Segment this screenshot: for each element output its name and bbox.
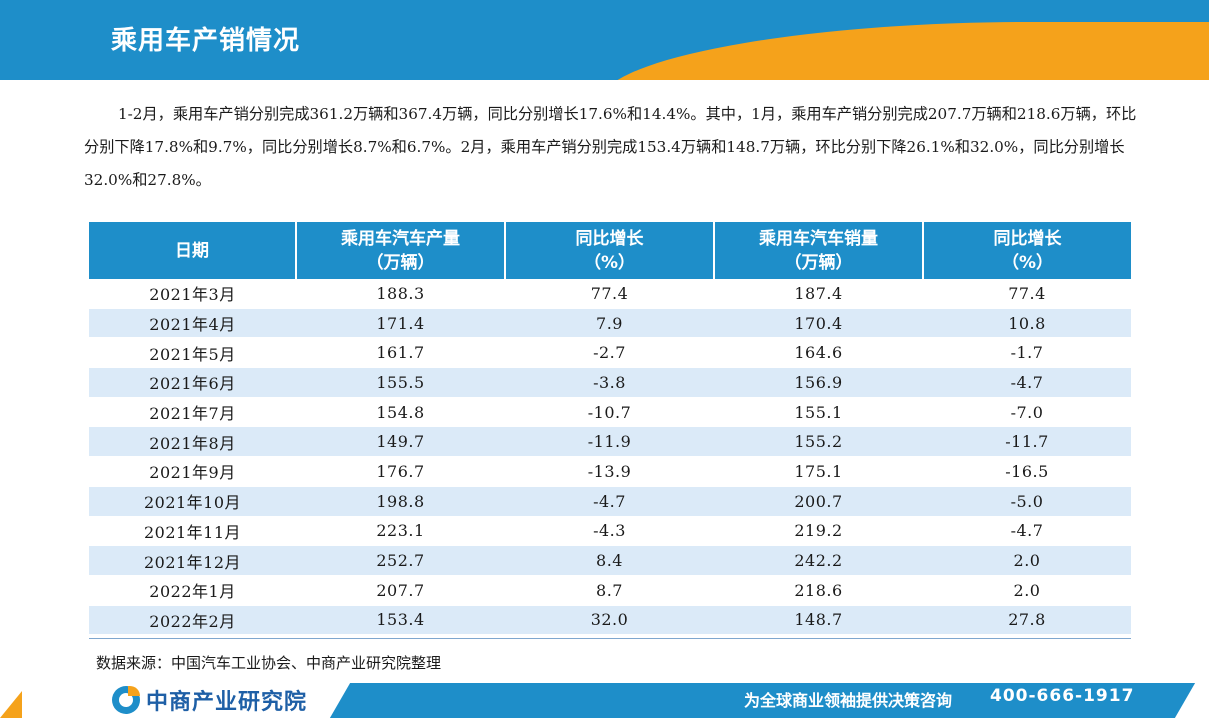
cell-production-yoy: -10.7	[505, 397, 714, 428]
cell-sales-yoy: -7.0	[923, 397, 1131, 428]
cell-date: 2021年12月	[89, 545, 296, 576]
cell-production: 188.3	[296, 279, 505, 309]
cell-date: 2021年8月	[89, 426, 296, 458]
table-row: 2021年9月 176.7 -13.9 175.1 -16.5	[89, 456, 1131, 487]
table-row: 2022年2月 153.4 32.0 148.7 27.8	[89, 605, 1131, 636]
table-row: 2022年1月 207.7 8.7 218.6 2.0	[89, 575, 1131, 606]
footer-tagline: 为全球商业领袖提供决策咨询	[744, 691, 953, 710]
cell-production: 161.7	[296, 337, 505, 369]
table-header-row: 日期 乘用车汽车产量 （万辆） 同比增长 （%） 乘用车汽车销量 （万辆） 同比增长（…	[89, 222, 1131, 279]
cell-sales-yoy: -1.7	[923, 337, 1131, 369]
table-row: 2021年10月 198.8 -4.7 200.7 -5.0	[89, 486, 1131, 517]
table-body: 2021年3月 188.3 77.4 187.4 77.4 2021年4月 171.4 7.9…	[89, 279, 1131, 636]
cell-production-yoy: 77.4	[505, 279, 714, 309]
table-row: 2021年6月 155.5 -3.8 156.9 -4.7	[89, 367, 1131, 398]
cell-production-yoy: 32.0	[505, 605, 714, 636]
company-logo: 中商产业研究院	[112, 685, 307, 715]
cell-sales: 200.7	[714, 486, 923, 517]
cell-production: 155.5	[296, 367, 505, 398]
cell-sales: 242.2	[714, 545, 923, 576]
cell-production: 176.7	[296, 456, 505, 487]
cell-date: 2021年7月	[89, 397, 296, 428]
cell-sales: 170.4	[714, 308, 923, 339]
cell-sales-yoy: -11.7	[923, 426, 1131, 458]
cell-date: 2021年3月	[89, 279, 296, 309]
cell-production: 252.7	[296, 545, 505, 576]
cell-production: 207.7	[296, 575, 505, 606]
cell-date: 2021年5月	[89, 337, 296, 369]
cell-production: 171.4	[296, 308, 505, 339]
cell-date: 2022年1月	[89, 575, 296, 606]
cell-sales-yoy: 2.0	[923, 575, 1131, 606]
cell-sales-yoy: 10.8	[923, 308, 1131, 339]
production-sales-table: 日期 乘用车汽车产量 （万辆） 同比增长 （%） 乘用车汽车销量 （万辆） 同比增长（…	[89, 222, 1131, 636]
cell-sales-yoy: 77.4	[923, 279, 1131, 309]
cell-production: 198.8	[296, 486, 505, 517]
footer-orange-accent	[0, 691, 22, 718]
logo-text: 中商产业研究院	[146, 690, 308, 715]
cell-sales-yoy: -4.7	[923, 367, 1131, 398]
table-row: 2021年7月 154.8 -10.7 155.1 -7.0	[89, 397, 1131, 428]
cell-production-yoy: -4.7	[505, 486, 714, 517]
cell-date: 2021年4月	[89, 308, 296, 339]
cell-production-yoy: -13.9	[505, 456, 714, 487]
table-row: 2021年12月 252.7 8.4 242.2 2.0	[89, 545, 1131, 576]
header-production-yoy: 同比增长 （%）	[505, 222, 715, 279]
cell-production-yoy: 8.4	[505, 545, 714, 576]
intro-paragraph: 1-2月，乘用车产销分别完成361.2万辆和367.4万辆，同比分别增长17.6…	[84, 105, 1137, 189]
cell-date: 2022年2月	[89, 605, 296, 636]
cell-sales-yoy: 27.8	[923, 605, 1131, 636]
cell-production-yoy: -3.8	[505, 367, 714, 398]
data-source: 数据来源：中国汽车工业协会、中商产业研究院整理	[96, 654, 442, 672]
cell-date: 2021年10月	[89, 486, 296, 517]
cell-production-yoy: 8.7	[505, 575, 714, 606]
header-production: 乘用车汽车产量 （万辆）	[296, 222, 506, 279]
table-row: 2021年8月 149.7 -11.9 155.2 -11.7	[89, 426, 1131, 458]
cell-production: 223.1	[296, 516, 505, 547]
table-row: 2021年5月 161.7 -2.7 164.6 -1.7	[89, 337, 1131, 369]
cell-sales: 175.1	[714, 456, 923, 487]
cell-production-yoy: -4.3	[505, 516, 714, 547]
table-divider	[89, 638, 1131, 639]
header-orange-swoosh	[574, 22, 1209, 80]
cell-production: 153.4	[296, 605, 505, 636]
cell-date: 2021年11月	[89, 516, 296, 547]
cell-date: 2021年6月	[89, 367, 296, 398]
cell-sales: 156.9	[714, 367, 923, 398]
header-sales: 乘用车汽车销量 （万辆）	[714, 222, 924, 279]
logo-icon	[112, 686, 140, 714]
cell-date: 2021年9月	[89, 456, 296, 487]
header-date: 日期	[89, 222, 297, 279]
cell-sales: 155.1	[714, 397, 923, 428]
cell-production-yoy: -11.9	[505, 426, 714, 458]
cell-sales: 218.6	[714, 575, 923, 606]
footer: 中商产业研究院 为全球商业领袖提供决策咨询 400-666-1917	[0, 683, 1209, 718]
cell-production-yoy: -2.7	[505, 337, 714, 369]
cell-sales-yoy: -4.7	[923, 516, 1131, 547]
cell-production-yoy: 7.9	[505, 308, 714, 339]
footer-phone: 400-666-1917	[990, 686, 1135, 706]
cell-sales-yoy: -5.0	[923, 486, 1131, 517]
table-row: 2021年3月 188.3 77.4 187.4 77.4	[89, 279, 1131, 309]
cell-sales: 187.4	[714, 279, 923, 309]
cell-sales: 155.2	[714, 426, 923, 458]
cell-production: 149.7	[296, 426, 505, 458]
header-sales-yoy: 同比增长 （%）	[923, 222, 1131, 279]
header-band: 乘用车产销情况	[0, 0, 1209, 80]
table-row: 2021年11月 223.1 -4.3 219.2 -4.7	[89, 516, 1131, 547]
cell-sales-yoy: 2.0	[923, 545, 1131, 576]
cell-sales-yoy: -16.5	[923, 456, 1131, 487]
cell-sales: 219.2	[714, 516, 923, 547]
cell-sales: 164.6	[714, 337, 923, 369]
cell-production: 154.8	[296, 397, 505, 428]
table-row: 2021年4月 171.4 7.9 170.4 10.8	[89, 308, 1131, 339]
page-title: 乘用车产销情况	[111, 26, 301, 56]
cell-sales: 148.7	[714, 605, 923, 636]
